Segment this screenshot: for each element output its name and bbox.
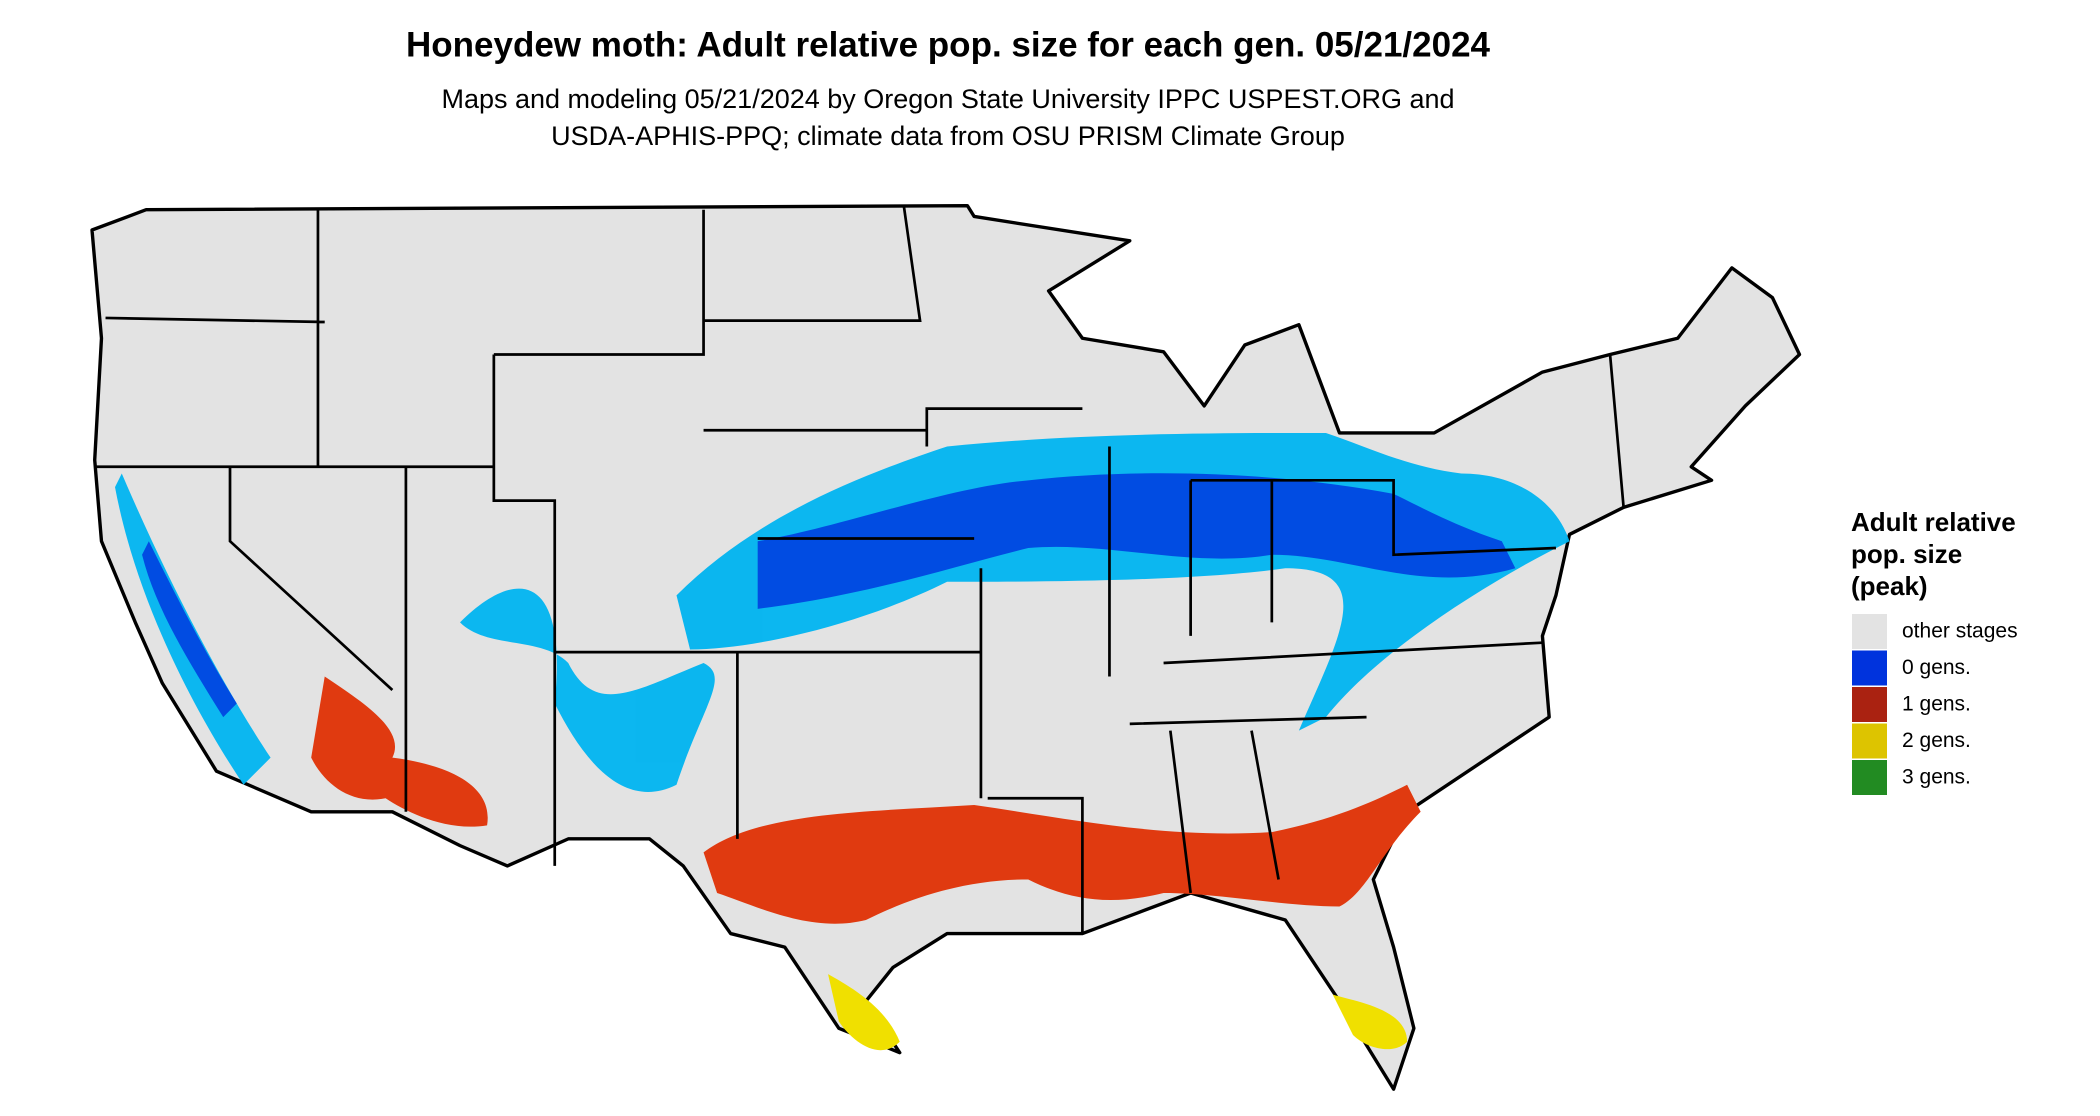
legend-swatch <box>1852 614 1887 649</box>
legend-label: 2 gens. <box>1902 729 1971 752</box>
legend-swatch <box>1852 650 1887 686</box>
state-borders <box>94 205 1625 934</box>
legend-title: Adult relative <box>1851 507 2016 537</box>
zone-yellow <box>828 974 1408 1051</box>
legend-swatch <box>1852 723 1887 759</box>
zone-orange <box>311 676 1421 924</box>
subtitle: USDA-APHIS-PPQ; climate data from OSU PR… <box>551 121 1345 151</box>
legend: Adult relative pop. size (peak) other st… <box>1851 507 2018 795</box>
title: Honeydew moth: Adult relative pop. size … <box>406 25 1491 64</box>
subtitle: Maps and modeling 05/21/2024 by Oregon S… <box>441 84 1454 114</box>
map <box>90 203 1802 1091</box>
zone-blue <box>142 473 1516 718</box>
legend-label: 1 gens. <box>1902 693 1971 716</box>
legend-title: pop. size <box>1851 539 1962 569</box>
legend-label: 3 gens. <box>1902 766 1971 789</box>
legend-title: (peak) <box>1851 571 1928 601</box>
us-outline <box>90 203 1802 1091</box>
legend-label: other stages <box>1902 620 2018 643</box>
legend-swatch <box>1852 760 1887 795</box>
legend-label: 0 gens. <box>1902 656 1971 679</box>
legend-swatch <box>1852 687 1887 722</box>
